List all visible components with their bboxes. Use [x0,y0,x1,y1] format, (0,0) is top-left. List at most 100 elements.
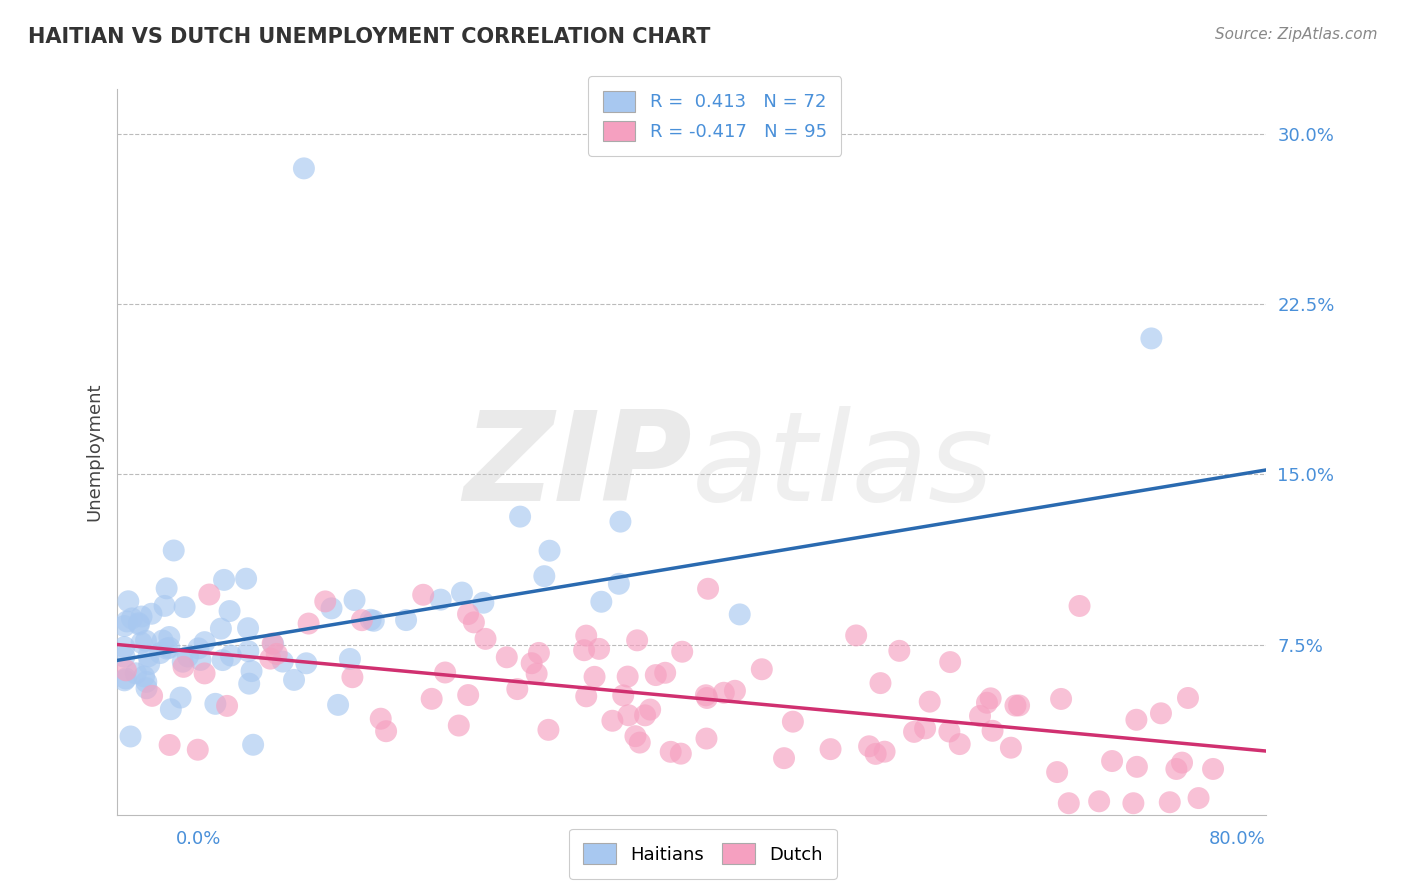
Point [1126,760,1149,774]
Point [609,515,631,529]
Point [172,655,194,669]
Point [472,596,495,610]
Point [1125,713,1147,727]
Point [326,698,349,712]
Point [588,641,610,656]
Point [1171,756,1194,770]
Point [157,630,180,644]
Point [135,674,157,689]
Point [112,619,135,633]
Text: atlas: atlas [692,406,994,527]
Point [138,649,160,664]
Point [121,611,143,625]
Point [638,702,661,716]
Point [782,714,804,729]
Point [976,696,998,710]
Point [292,161,315,176]
Point [321,601,343,615]
Point [128,617,150,632]
Point [451,585,474,599]
Point [873,745,896,759]
Point [628,735,651,749]
Point [697,582,720,596]
Point [1057,796,1080,810]
Point [654,665,676,680]
Point [112,640,135,654]
Point [1140,331,1163,345]
Point [914,722,936,736]
Point [1159,795,1181,809]
Point [242,738,264,752]
Text: Source: ZipAtlas.com: Source: ZipAtlas.com [1215,27,1378,42]
Point [1187,791,1209,805]
Point [160,702,183,716]
Point [211,653,233,667]
Point [845,628,868,642]
Point [572,643,595,657]
Point [262,636,284,650]
Point [616,670,638,684]
Point [980,691,1002,706]
Point [235,572,257,586]
Point [949,737,972,751]
Point [163,543,186,558]
Point [820,742,842,756]
Point [533,569,555,583]
Point [266,647,288,661]
Point [858,739,880,754]
Point [889,644,911,658]
Point [194,635,217,649]
Point [112,673,135,688]
Point [173,660,195,674]
Point [527,646,550,660]
Point [339,652,361,666]
Point [420,691,443,706]
Point [128,616,150,631]
Point [526,666,548,681]
Point [728,607,751,622]
Point [295,657,318,671]
Point [375,724,398,739]
Point [1008,698,1031,713]
Point [938,724,960,739]
Point [238,644,260,658]
Text: 0.0%: 0.0% [176,830,221,847]
Point [218,604,240,618]
Point [120,730,142,744]
Point [114,672,136,686]
Point [602,714,624,728]
Point [115,664,138,678]
Point [138,657,160,671]
Point [644,668,666,682]
Point [1050,692,1073,706]
Point [773,751,796,765]
Point [112,649,135,664]
Point [131,636,153,650]
Point [869,676,891,690]
Legend: Haitians, Dutch: Haitians, Dutch [569,829,837,879]
Point [1166,762,1188,776]
Point [537,723,560,737]
Point [457,688,479,702]
Point [509,509,531,524]
Text: ZIP: ZIP [463,406,692,527]
Point [1150,706,1173,721]
Text: 80.0%: 80.0% [1209,830,1265,847]
Point [1101,754,1123,768]
Point [495,650,517,665]
Point [209,622,232,636]
Point [463,615,485,630]
Point [981,723,1004,738]
Point [1202,762,1225,776]
Point [538,543,561,558]
Point [939,655,962,669]
Point [713,686,735,700]
Point [238,676,260,690]
Point [607,576,630,591]
Point [1004,698,1026,713]
Legend: R =  0.413   N = 72, R = -0.417   N = 95: R = 0.413 N = 72, R = -0.417 N = 95 [588,77,841,156]
Point [865,747,887,761]
Point [156,641,179,656]
Point [198,588,221,602]
Point [149,646,172,660]
